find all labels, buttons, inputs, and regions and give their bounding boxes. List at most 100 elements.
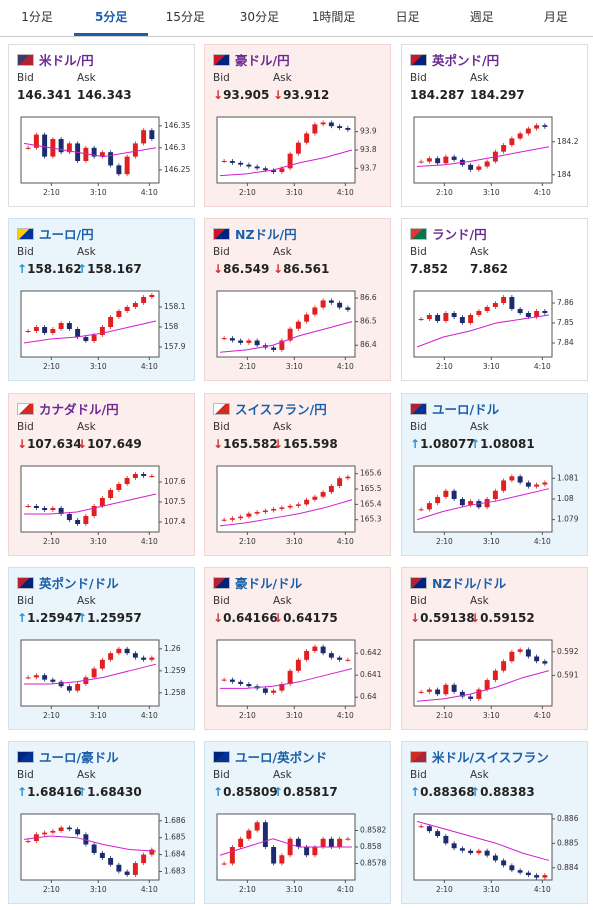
pair-name[interactable]: ユーロ/円	[39, 227, 94, 242]
direction-arrow: ↓	[273, 88, 284, 102]
bid-label: Bid	[17, 769, 34, 781]
candle	[443, 156, 449, 164]
flag-icon	[17, 228, 34, 240]
candle	[75, 829, 81, 835]
candle	[99, 498, 105, 506]
rate-card[interactable]: カナダドル/円 Bid Ask ↓107.634 ↓107.649 107.4 107.5 1…	[8, 393, 195, 556]
pair-name[interactable]: 豪ドル/ドル	[235, 576, 303, 591]
mini-chart: 7.84 7.85 7.86 2:10 3:10 4:10	[413, 290, 574, 371]
candle	[525, 872, 531, 876]
candle	[33, 506, 39, 508]
direction-arrow: ↑	[17, 785, 28, 799]
pair-name[interactable]: スイスフラン/円	[235, 402, 327, 417]
mini-chart: 0.591 0.592 2:10 3:10 4:10	[413, 639, 579, 720]
pair-name[interactable]: 豪ドル/円	[235, 53, 290, 68]
rate-card[interactable]: 豪ドル/円 Bid Ask ↓93.905 ↓93.912 93.7 93.8 93.9 2:1…	[204, 44, 391, 207]
candle	[287, 153, 293, 169]
pair-name[interactable]: 英ポンド/円	[432, 53, 500, 68]
ask-label: Ask	[470, 595, 489, 607]
bid-value: ↑0.88368	[410, 785, 475, 799]
pair-name[interactable]: ランド/円	[432, 227, 487, 242]
candle	[304, 651, 310, 660]
rate-card[interactable]: 英ポンド/ドル Bid Ask ↑1.25947 ↑1.25957 1.258 1.259 1…	[8, 567, 195, 730]
candle	[42, 327, 48, 333]
x-tick-label: 2:10	[43, 188, 60, 197]
y-tick-label: 1.259	[164, 666, 186, 675]
ask-label: Ask	[273, 246, 292, 258]
bid-label: Bid	[410, 72, 427, 84]
rate-card[interactable]: ユーロ/ドル Bid Ask ↑1.08077 ↑1.08081 1.079 1.08 1.0…	[401, 393, 588, 556]
pair-name[interactable]: 米ドル/円	[39, 53, 94, 68]
pair-name[interactable]: 米ドル/スイスフラン	[432, 750, 549, 765]
direction-arrow: ↑	[17, 611, 28, 625]
mini-chart: 107.4 107.5 107.6 2:10 3:10 4:10	[20, 465, 186, 546]
direction-arrow: ↑	[470, 437, 481, 451]
pair-name[interactable]: NZドル/ドル	[432, 576, 507, 591]
x-tick-label: 4:10	[337, 885, 354, 894]
bid-value: ↓86.549	[213, 262, 269, 276]
y-tick-label: 146.3	[164, 143, 186, 152]
tab[interactable]: 週足	[469, 10, 494, 24]
candle	[271, 690, 277, 693]
rate-card[interactable]: NZドル/ドル Bid Ask ↓0.59138 ↓0.59152 0.591 0.592 2…	[401, 567, 588, 730]
rate-card[interactable]: 米ドル/円 Bid Ask 146.341 146.343 146.25 146.3 146.…	[8, 44, 195, 207]
rate-card[interactable]: ユーロ/英ポンド Bid Ask ↑0.85809 ↑0.85817 0.8578 0.85…	[204, 741, 391, 904]
tab[interactable]: 1時間足	[311, 10, 356, 24]
tab[interactable]: 月足	[543, 10, 568, 24]
tab[interactable]: 日足	[395, 10, 420, 24]
y-tick-label: 7.85	[557, 318, 574, 327]
candle	[246, 164, 252, 167]
pair-name[interactable]: ユーロ/英ポンド	[235, 750, 328, 765]
candle	[246, 830, 252, 839]
pair-name[interactable]: 英ポンド/ドル	[39, 576, 119, 591]
rate-card[interactable]: スイスフラン/円 Bid Ask ↓165.582 ↓165.598 165.3 165.4…	[204, 393, 391, 556]
tab[interactable]: 15分足	[165, 10, 205, 24]
rate-card[interactable]: ユーロ/円 Bid Ask ↑158.162 ↑158.167 157.9 158 158.1…	[8, 218, 195, 381]
flag-icon	[213, 577, 230, 589]
candle	[426, 689, 432, 692]
pair-name[interactable]: NZドル/円	[235, 227, 297, 242]
rate-card[interactable]: NZドル/円 Bid Ask ↓86.549 ↓86.561 86.4 86.5 86.6 2:…	[204, 218, 391, 381]
x-tick-label: 2:10	[43, 537, 60, 546]
rate-card[interactable]: 米ドル/スイスフラン Bid Ask ↑0.88368 ↑0.88383 0.884 0.8…	[401, 741, 588, 904]
candle	[287, 838, 293, 856]
bid-label: Bid	[17, 72, 34, 84]
ask-value: ↑1.08081	[470, 437, 535, 451]
rate-card[interactable]: 豪ドル/ドル Bid Ask ↓0.64166 ↓0.64175 0.64 0.641 0.6…	[204, 567, 391, 730]
candle	[320, 122, 326, 125]
tab[interactable]: 5分足	[74, 0, 149, 36]
y-tick-label: 146.25	[164, 165, 190, 174]
x-tick-label: 3:10	[286, 885, 303, 894]
candle	[254, 822, 260, 831]
ask-value: ↑0.88383	[470, 785, 535, 799]
ask-value: ↑1.68430	[77, 785, 142, 799]
rate-card[interactable]: 英ポンド/円 Bid Ask 184.287 184.297 184 184.2 2:10 3:…	[401, 44, 588, 207]
tab[interactable]: 1分足	[21, 10, 53, 24]
candle	[221, 519, 227, 521]
candle	[525, 482, 531, 487]
moving-average	[220, 668, 353, 689]
bid-value: ↓93.905	[213, 88, 269, 102]
bid-price: 0.59138	[420, 611, 475, 625]
ask-label: Ask	[273, 595, 292, 607]
candle	[328, 653, 334, 658]
x-tick-label: 4:10	[141, 885, 158, 894]
ask-price: 1.08081	[480, 437, 535, 451]
x-tick-label: 3:10	[90, 537, 107, 546]
mini-chart: 1.258 1.259 1.26 2:10 3:10 4:10	[20, 639, 186, 720]
candle	[221, 161, 227, 162]
candle	[287, 328, 293, 341]
candle	[83, 337, 89, 341]
pair-name[interactable]: ユーロ/豪ドル	[39, 750, 119, 765]
pair-name[interactable]: ユーロ/ドル	[432, 402, 500, 417]
x-tick-label: 2:10	[239, 188, 256, 197]
pair-name[interactable]: カナダドル/円	[39, 402, 119, 417]
direction-arrow: ↓	[17, 437, 28, 451]
candle	[304, 847, 310, 856]
tab[interactable]: 30分足	[239, 10, 280, 24]
ask-price: 1.68430	[87, 785, 142, 799]
candle	[108, 317, 114, 327]
rate-card[interactable]: ランド/円 Bid Ask 7.852 7.862 7.84 7.85 7.86 2:10 3:1…	[401, 218, 588, 381]
rate-card[interactable]: ユーロ/豪ドル Bid Ask ↑1.68416 ↑1.68430 1.683 1.684 1…	[8, 741, 195, 904]
candle	[337, 657, 343, 660]
